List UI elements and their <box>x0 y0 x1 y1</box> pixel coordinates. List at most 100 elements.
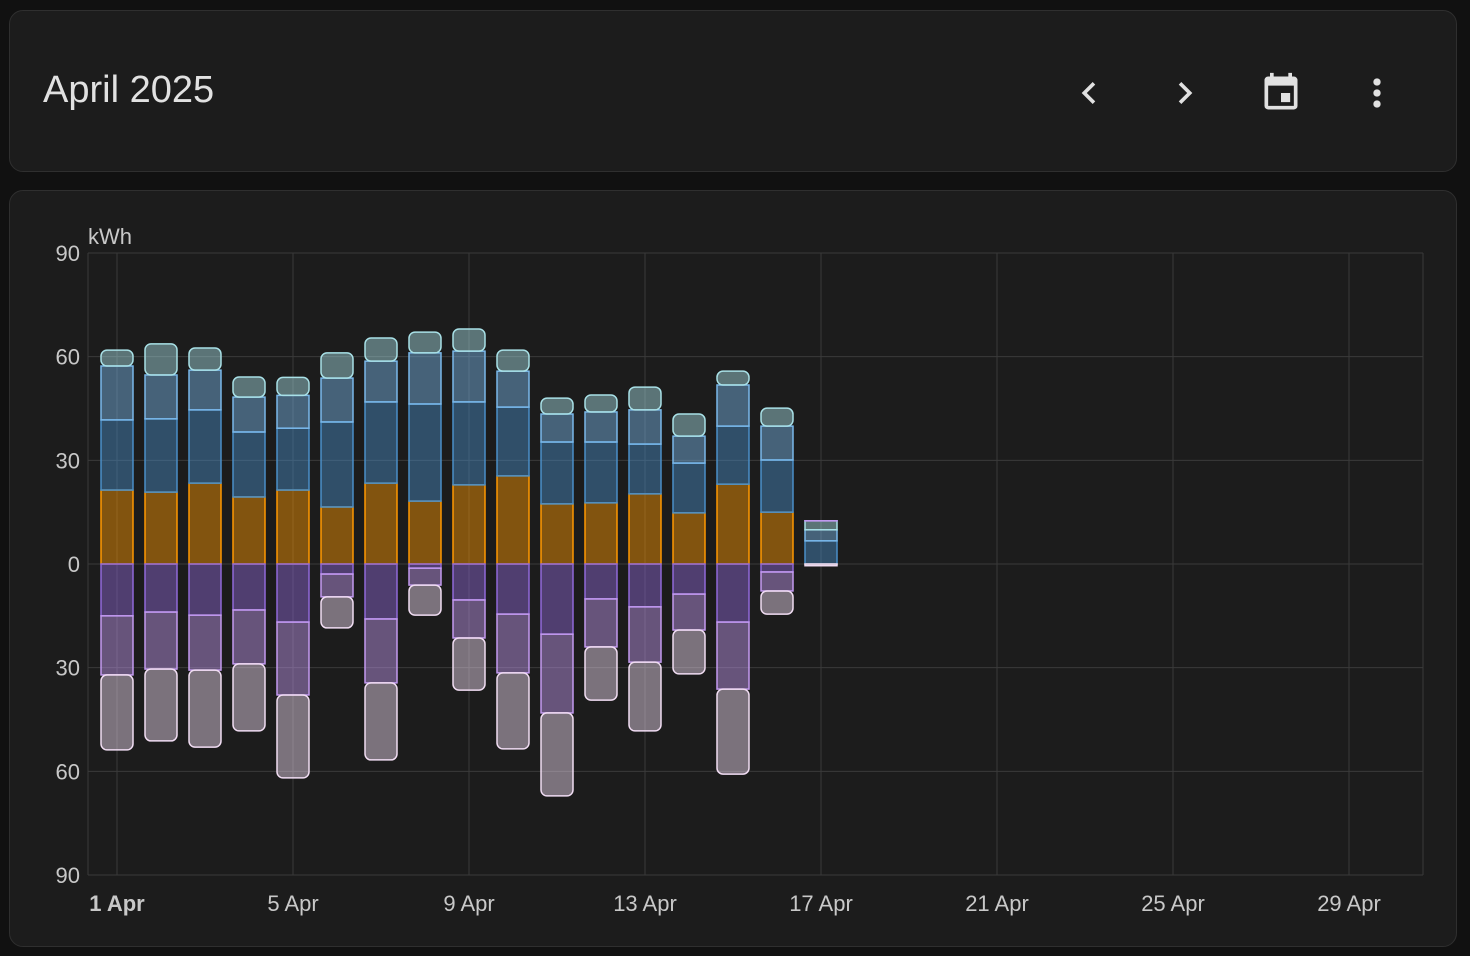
bar-segment <box>760 459 794 513</box>
bar-segment <box>540 503 574 565</box>
bar-segment <box>540 441 574 505</box>
bar-segment <box>496 613 530 674</box>
bar-segment <box>628 409 662 445</box>
bar-segment <box>144 343 178 376</box>
bar-segment <box>716 563 750 623</box>
bar-segment <box>452 637 486 691</box>
bar-segment <box>584 563 618 600</box>
bar-segment <box>760 511 794 565</box>
bar-segment <box>540 712 574 797</box>
bar-segment <box>584 441 618 504</box>
bar-segment <box>584 598 618 648</box>
bar-segment <box>540 563 574 635</box>
bar-segment <box>540 397 574 415</box>
bar-segment <box>716 384 750 427</box>
bar-segment <box>188 563 222 616</box>
bar-segment <box>232 609 266 665</box>
bar-segment <box>760 407 794 427</box>
y-tick-label: 0 <box>68 552 80 577</box>
bar-segment <box>232 431 266 498</box>
title: April 2025 <box>43 69 215 111</box>
x-tick-label: 9 Apr <box>443 891 494 916</box>
previous-button[interactable] <box>1067 71 1111 115</box>
bar-segment <box>496 406 530 477</box>
bar-segment <box>760 571 794 592</box>
x-tick-label: 13 Apr <box>613 891 677 916</box>
bar-segment <box>100 349 134 367</box>
bar-segment <box>188 347 222 371</box>
menu-button[interactable] <box>1355 71 1399 115</box>
next-button[interactable] <box>1163 71 1207 115</box>
bar-segment <box>188 482 222 565</box>
chart: kWh 90 60 30 0 30 60 90 1 Apr 5 Apr 9 Apr 13 Apr 17… <box>56 224 1424 916</box>
bar-segment <box>364 482 398 565</box>
chart-card: kWh 90 60 30 0 30 60 90 1 Apr 5 Apr 9 Apr 13 Apr 17… <box>9 190 1457 947</box>
bar-segment <box>364 401 398 484</box>
bar-segment <box>320 506 354 565</box>
calendar-button[interactable] <box>1259 71 1303 115</box>
bar-segment <box>496 563 530 615</box>
bar-segment <box>320 421 354 508</box>
bar-segment <box>760 425 794 461</box>
bar-segment <box>452 563 486 601</box>
bar-segment <box>584 502 618 565</box>
bar-segment <box>804 529 838 542</box>
y-axis-label: kWh <box>88 224 132 249</box>
bar-segment <box>716 370 750 386</box>
bar-segment <box>188 669 222 748</box>
bar-segment <box>408 352 442 405</box>
bar-segment <box>364 618 398 684</box>
bar-segment <box>496 349 530 372</box>
bar-segment <box>232 376 266 398</box>
bar-segment <box>320 563 354 575</box>
bar-segment <box>188 614 222 671</box>
bar-segment <box>408 584 442 616</box>
bar-segment <box>276 376 310 397</box>
bar-segment <box>320 377 354 423</box>
bar-segment <box>628 661 662 732</box>
bar-segment <box>584 394 618 413</box>
bar-segment <box>628 386 662 411</box>
bar-segment <box>628 563 662 608</box>
bar-segment <box>628 443 662 495</box>
bar-segment <box>540 413 574 443</box>
bar-segment <box>584 646 618 701</box>
bar-segment <box>276 394 310 429</box>
bar-segment <box>760 590 794 615</box>
bar-segment <box>804 540 838 565</box>
bar-segment <box>672 435 706 464</box>
bar-segment <box>672 512 706 565</box>
y-tick-label: 30 <box>56 656 80 681</box>
y-tick-label: 60 <box>56 345 80 370</box>
bar-segment <box>540 633 574 714</box>
bar-segment <box>320 596 354 629</box>
bar-segment <box>804 563 838 567</box>
bar-segment <box>408 500 442 565</box>
x-tick-label: 29 Apr <box>1317 891 1381 916</box>
bar-segment <box>452 350 486 403</box>
bar-segment <box>100 674 134 751</box>
bar-segment <box>276 563 310 623</box>
bar-segment <box>188 409 222 484</box>
bar-segment <box>716 483 750 565</box>
bar-segment <box>144 563 178 613</box>
bar-segment <box>452 484 486 565</box>
bar-segment <box>364 360 398 403</box>
bar-segment <box>144 491 178 565</box>
x-tick-label: 17 Apr <box>789 891 853 916</box>
x-tick-label: 1 Apr <box>89 891 145 916</box>
bar-segment <box>144 668 178 742</box>
bar-segment <box>232 563 266 611</box>
bar-segment <box>188 369 222 411</box>
bar-segment <box>496 672 530 750</box>
bar-segment <box>672 593 706 631</box>
bar-segment <box>144 611 178 670</box>
y-tick-label: 60 <box>56 759 80 784</box>
bar-segment <box>232 663 266 732</box>
y-tick-label: 30 <box>56 448 80 473</box>
header-card: April 2025 <box>9 10 1457 172</box>
bar-segment <box>408 403 442 502</box>
bar-segment <box>232 496 266 565</box>
bar-segment <box>276 489 310 565</box>
bar-segment <box>672 413 706 437</box>
